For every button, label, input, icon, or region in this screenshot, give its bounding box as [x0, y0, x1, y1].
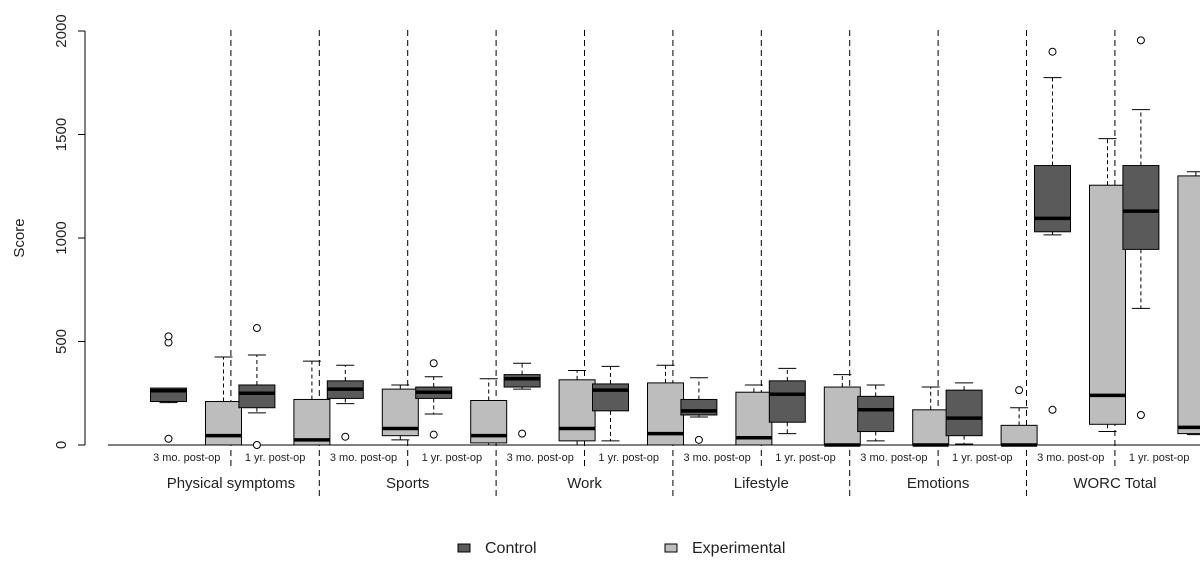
- group-label: Physical symptoms: [167, 475, 295, 492]
- box-control: [415, 359, 453, 439]
- box-experimental: [205, 356, 242, 446]
- box-body: [1000, 424, 1038, 446]
- box-body: [1034, 165, 1071, 233]
- box-control: [503, 362, 541, 438]
- legend-label: Control: [485, 540, 537, 557]
- box-body: [680, 398, 718, 416]
- timepoint-label: 1 yr. post-op: [245, 452, 306, 464]
- outlier-point: [429, 359, 438, 368]
- group-label: WORC Total: [1073, 475, 1156, 492]
- timepoint-label: 3 mo. post-op: [507, 452, 574, 464]
- box-experimental: [470, 378, 508, 446]
- legend: Control Experimental: [457, 540, 785, 557]
- legend-label: Experimental: [692, 540, 785, 557]
- timepoint-label: 3 mo. post-op: [1037, 452, 1104, 464]
- box-control: [150, 332, 187, 443]
- box-control: [592, 365, 629, 442]
- timepoint-label: 1 yr. post-op: [598, 452, 659, 464]
- y-tick-label: 1000: [53, 221, 70, 254]
- box-experimental: [823, 374, 861, 447]
- box-body: [503, 374, 541, 388]
- timepoint-label: 3 mo. post-op: [683, 452, 750, 464]
- outlier-point: [252, 441, 261, 449]
- box-experimental: [558, 369, 596, 446]
- box-experimental: [1177, 171, 1200, 436]
- box-control: [680, 377, 718, 444]
- legend-item: Experimental: [664, 540, 785, 557]
- box-body: [205, 401, 242, 446]
- y-axis-label: Score: [11, 218, 28, 257]
- box-body: [768, 380, 806, 423]
- y-tick-label: 500: [53, 329, 70, 354]
- outlier-point: [252, 324, 261, 333]
- timepoint-label: 1 yr. post-op: [422, 452, 483, 464]
- outlier-point: [694, 435, 703, 444]
- outlier-point: [341, 432, 350, 441]
- timepoint-label: 3 mo. post-op: [860, 452, 927, 464]
- box-body: [1089, 184, 1126, 425]
- group-label: Emotions: [907, 475, 970, 492]
- box-control: [1122, 36, 1160, 419]
- box-control: [238, 324, 276, 449]
- legend-swatch: [457, 543, 471, 553]
- outlier-point: [1048, 47, 1057, 56]
- timepoint-label: 1 yr. post-op: [952, 452, 1013, 464]
- y-tick-label: 1500: [53, 118, 70, 151]
- box-control: [945, 382, 983, 445]
- box-experimental: [1000, 386, 1038, 447]
- timepoint-label: 3 mo. post-op: [153, 452, 220, 464]
- box-experimental: [912, 386, 950, 447]
- legend-swatch: [664, 543, 678, 553]
- box-experimental: [735, 384, 773, 446]
- box-control: [1034, 47, 1071, 414]
- box-body: [558, 379, 596, 442]
- group-label: Sports: [386, 475, 429, 492]
- y-tick-label: 0: [53, 441, 70, 449]
- outlier-point: [1048, 405, 1057, 414]
- box-experimental: [1089, 138, 1126, 433]
- legend-item: Control: [457, 540, 537, 557]
- box-experimental: [381, 384, 419, 441]
- box-body: [1122, 165, 1160, 250]
- outlier-point: [518, 429, 527, 438]
- timepoint-label: 3 mo. post-op: [330, 452, 397, 464]
- box-body: [238, 384, 276, 409]
- box-experimental: [293, 360, 331, 446]
- x-axis-labels: 3 mo. post-op 1 yr. post-op Physical sympt…: [153, 452, 1189, 492]
- outlier-point: [429, 430, 438, 439]
- box-body: [945, 389, 983, 437]
- outlier-point: [164, 434, 173, 443]
- boxes: [150, 36, 1200, 449]
- group-label: Work: [567, 475, 602, 492]
- timepoint-label: 1 yr. post-op: [775, 452, 836, 464]
- box-body: [293, 398, 331, 446]
- box-body: [647, 382, 684, 446]
- box-experimental: [647, 364, 684, 446]
- box-control: [857, 384, 895, 442]
- box-body: [592, 383, 629, 412]
- box-control: [326, 364, 364, 441]
- box-body: [1177, 175, 1200, 435]
- box-body: [912, 409, 950, 446]
- y-tick-label: 2000: [53, 14, 70, 47]
- outlier-point: [1136, 36, 1145, 45]
- outlier-point: [1015, 386, 1024, 395]
- box-body: [857, 395, 895, 433]
- box-body: [823, 386, 861, 446]
- box-control: [768, 367, 806, 435]
- group-label: Lifestyle: [734, 475, 789, 492]
- outlier-point: [1136, 410, 1145, 419]
- timepoint-label: 1 yr. post-op: [1129, 452, 1190, 464]
- outlier-point: [164, 332, 173, 341]
